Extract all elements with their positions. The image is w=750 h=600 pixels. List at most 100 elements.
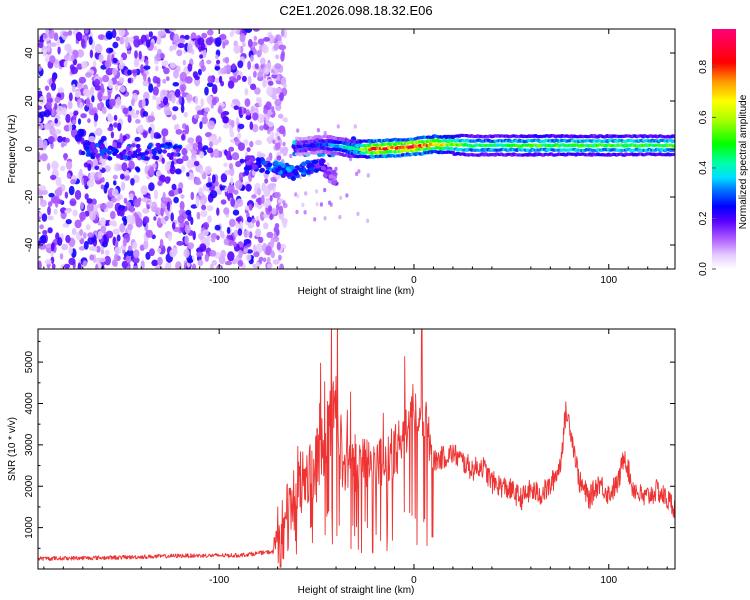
spectrogram-noise-cell (244, 88, 249, 96)
spectrogram-cluster-cell (85, 148, 91, 154)
spectrogram-noise-cell (94, 85, 102, 91)
spectrogram-noise-cell (119, 133, 123, 143)
spectrogram-noise-cell (229, 218, 236, 228)
snr-axes: -100 0 100 1000 2000 3000 4000 5000 (24, 329, 675, 586)
spectrogram-noise-cell (173, 69, 179, 79)
spectrogram-arc-cell (311, 159, 317, 165)
spectrogram-noise-cell (345, 193, 349, 198)
spectrogram-noise-cell (269, 195, 273, 202)
colorbar-tick-label: 0.0 (698, 262, 709, 276)
spectrogram-noise-cell (57, 237, 63, 246)
spectrogram-noise-cell (76, 63, 83, 70)
spectrogram-noise-cell (111, 188, 119, 197)
spectrogram-noise-cell (45, 243, 53, 249)
spectrogram-noise-cell (178, 209, 184, 215)
spectrogram-noise-cell (266, 86, 273, 96)
spectrogram-noise-cell (54, 96, 61, 104)
spectrogram-noise-cell (206, 205, 214, 212)
spectrogram-noise-cell (211, 259, 217, 266)
spectrogram-noise-cell (276, 155, 282, 161)
spectrogram-noise-cell (232, 209, 240, 216)
spectrogram-noise-cell (100, 184, 105, 190)
spectrogram-noise-cell (209, 249, 217, 257)
spectrogram-noise-cell (101, 106, 107, 115)
spectrogram-noise-cell (278, 44, 287, 51)
spectrogram-noise-cell (71, 83, 76, 93)
spectrogram-noise-cell (66, 172, 71, 179)
spectrogram-noise-cell (111, 220, 117, 226)
spectrogram-noise-cell (83, 175, 88, 186)
spectrogram-noise-cell (211, 84, 218, 95)
spectrogram-noise-cell (116, 96, 121, 106)
spectrogram-noise-cell (272, 139, 276, 145)
snr-panel: -100 0 100 1000 2000 3000 4000 5000 Height of s… (7, 328, 676, 596)
spectrogram-noise-cell (64, 191, 69, 199)
spectrogram-noise-cell (366, 173, 370, 178)
spectrogram-noise-cell (62, 31, 70, 37)
spectrogram-noise-cell (251, 169, 256, 176)
spectrogram-noise-cell (44, 85, 50, 91)
colorbar: 0.0 0.2 0.4 0.6 0.8 Normalized spectral ampl… (698, 29, 749, 276)
spectrogram-noise-cell (206, 82, 214, 88)
spectrogram-noise-cell (200, 42, 206, 51)
spectrogram-cluster-cell (140, 155, 146, 160)
spectrogram-noise-cell (136, 125, 144, 134)
spectrogram-noise-cell (252, 124, 259, 133)
spectrogram-arc-cell (259, 167, 265, 173)
spectrogram-noise-cell (123, 218, 128, 226)
spectrogram-arc-cell (267, 162, 273, 168)
spectrogram-arc-cell (256, 160, 262, 166)
spectrogram-cluster-cell (90, 154, 96, 160)
spectrogram-noise-cell (199, 121, 203, 130)
spectrogram-noise-cell (224, 169, 231, 175)
spectrogram-noise-cell (65, 113, 71, 123)
spectrogram-noise-cell (270, 250, 275, 259)
spectrogram-noise-cell (176, 49, 183, 57)
spectrogram-noise-cell (74, 219, 82, 229)
spectrogram-noise-cell (338, 214, 342, 220)
spectrogram-noise-cell (85, 72, 92, 78)
spectrogram-noise-cell (329, 202, 333, 207)
spectrogram-noise-cell (122, 238, 127, 247)
spectrogram-noise-cell (233, 105, 239, 110)
spectrogram-noise-cell (159, 238, 164, 249)
spectrogram-noise-cell (50, 242, 55, 252)
spectrogram-noise-cell (47, 42, 51, 53)
spectrogram-noise-cell (69, 198, 77, 207)
spectrogram-noise-cell (162, 135, 166, 145)
spectrogram-noise-cell (80, 38, 86, 49)
spectrogram-noise-cell (104, 60, 112, 69)
spectrogram-noise-cell (57, 135, 63, 143)
spectrogram-noise-cell (125, 255, 132, 264)
spectrogram-noise-cell (223, 238, 230, 246)
spectrogram-noise-cell (87, 236, 95, 245)
spectrogram-noise-cell (271, 74, 279, 79)
spectrogram-x-tick-label: -100 (209, 275, 229, 286)
spectrogram-noise-cell (102, 74, 110, 83)
spectrogram-line-cell (675, 144, 679, 147)
spectrogram-noise-cell (86, 203, 94, 213)
colorbar-tick-label: 0.8 (698, 60, 709, 74)
spectrogram-noise-cell (186, 172, 190, 177)
spectrogram-noise-cell (185, 76, 193, 84)
spectrogram-noise-cell (39, 211, 43, 218)
spectrogram-noise-cell (109, 220, 113, 226)
spectrogram-noise-cell (265, 245, 272, 256)
spectrogram-noise-cell (233, 229, 239, 238)
spectrogram-noise-cell (247, 60, 252, 70)
spectrogram-noise-cell (60, 264, 66, 269)
spectrogram-noise-cell (237, 142, 245, 151)
spectrogram-cluster-cell (131, 143, 136, 148)
spectrogram-noise-cell (64, 43, 72, 52)
spectrogram-noise-cell (125, 201, 132, 209)
spectrogram-noise-cell (207, 215, 212, 224)
spectrogram-arc-cell (273, 160, 279, 166)
spectrogram-noise-cell (201, 32, 208, 39)
spectrogram-panel: -100 0 100 -40 -20 0 20 40 Height of straight l… (7, 28, 679, 297)
spectrogram-noise-cell (243, 238, 251, 245)
spectrogram-noise-cell (44, 56, 51, 63)
spectrogram-noise-cell (42, 33, 48, 39)
spectrogram-ylabel: Frequency (Hz) (7, 115, 18, 184)
spectrogram-cluster-cell (162, 149, 168, 154)
spectrogram-noise-cell (177, 37, 185, 44)
